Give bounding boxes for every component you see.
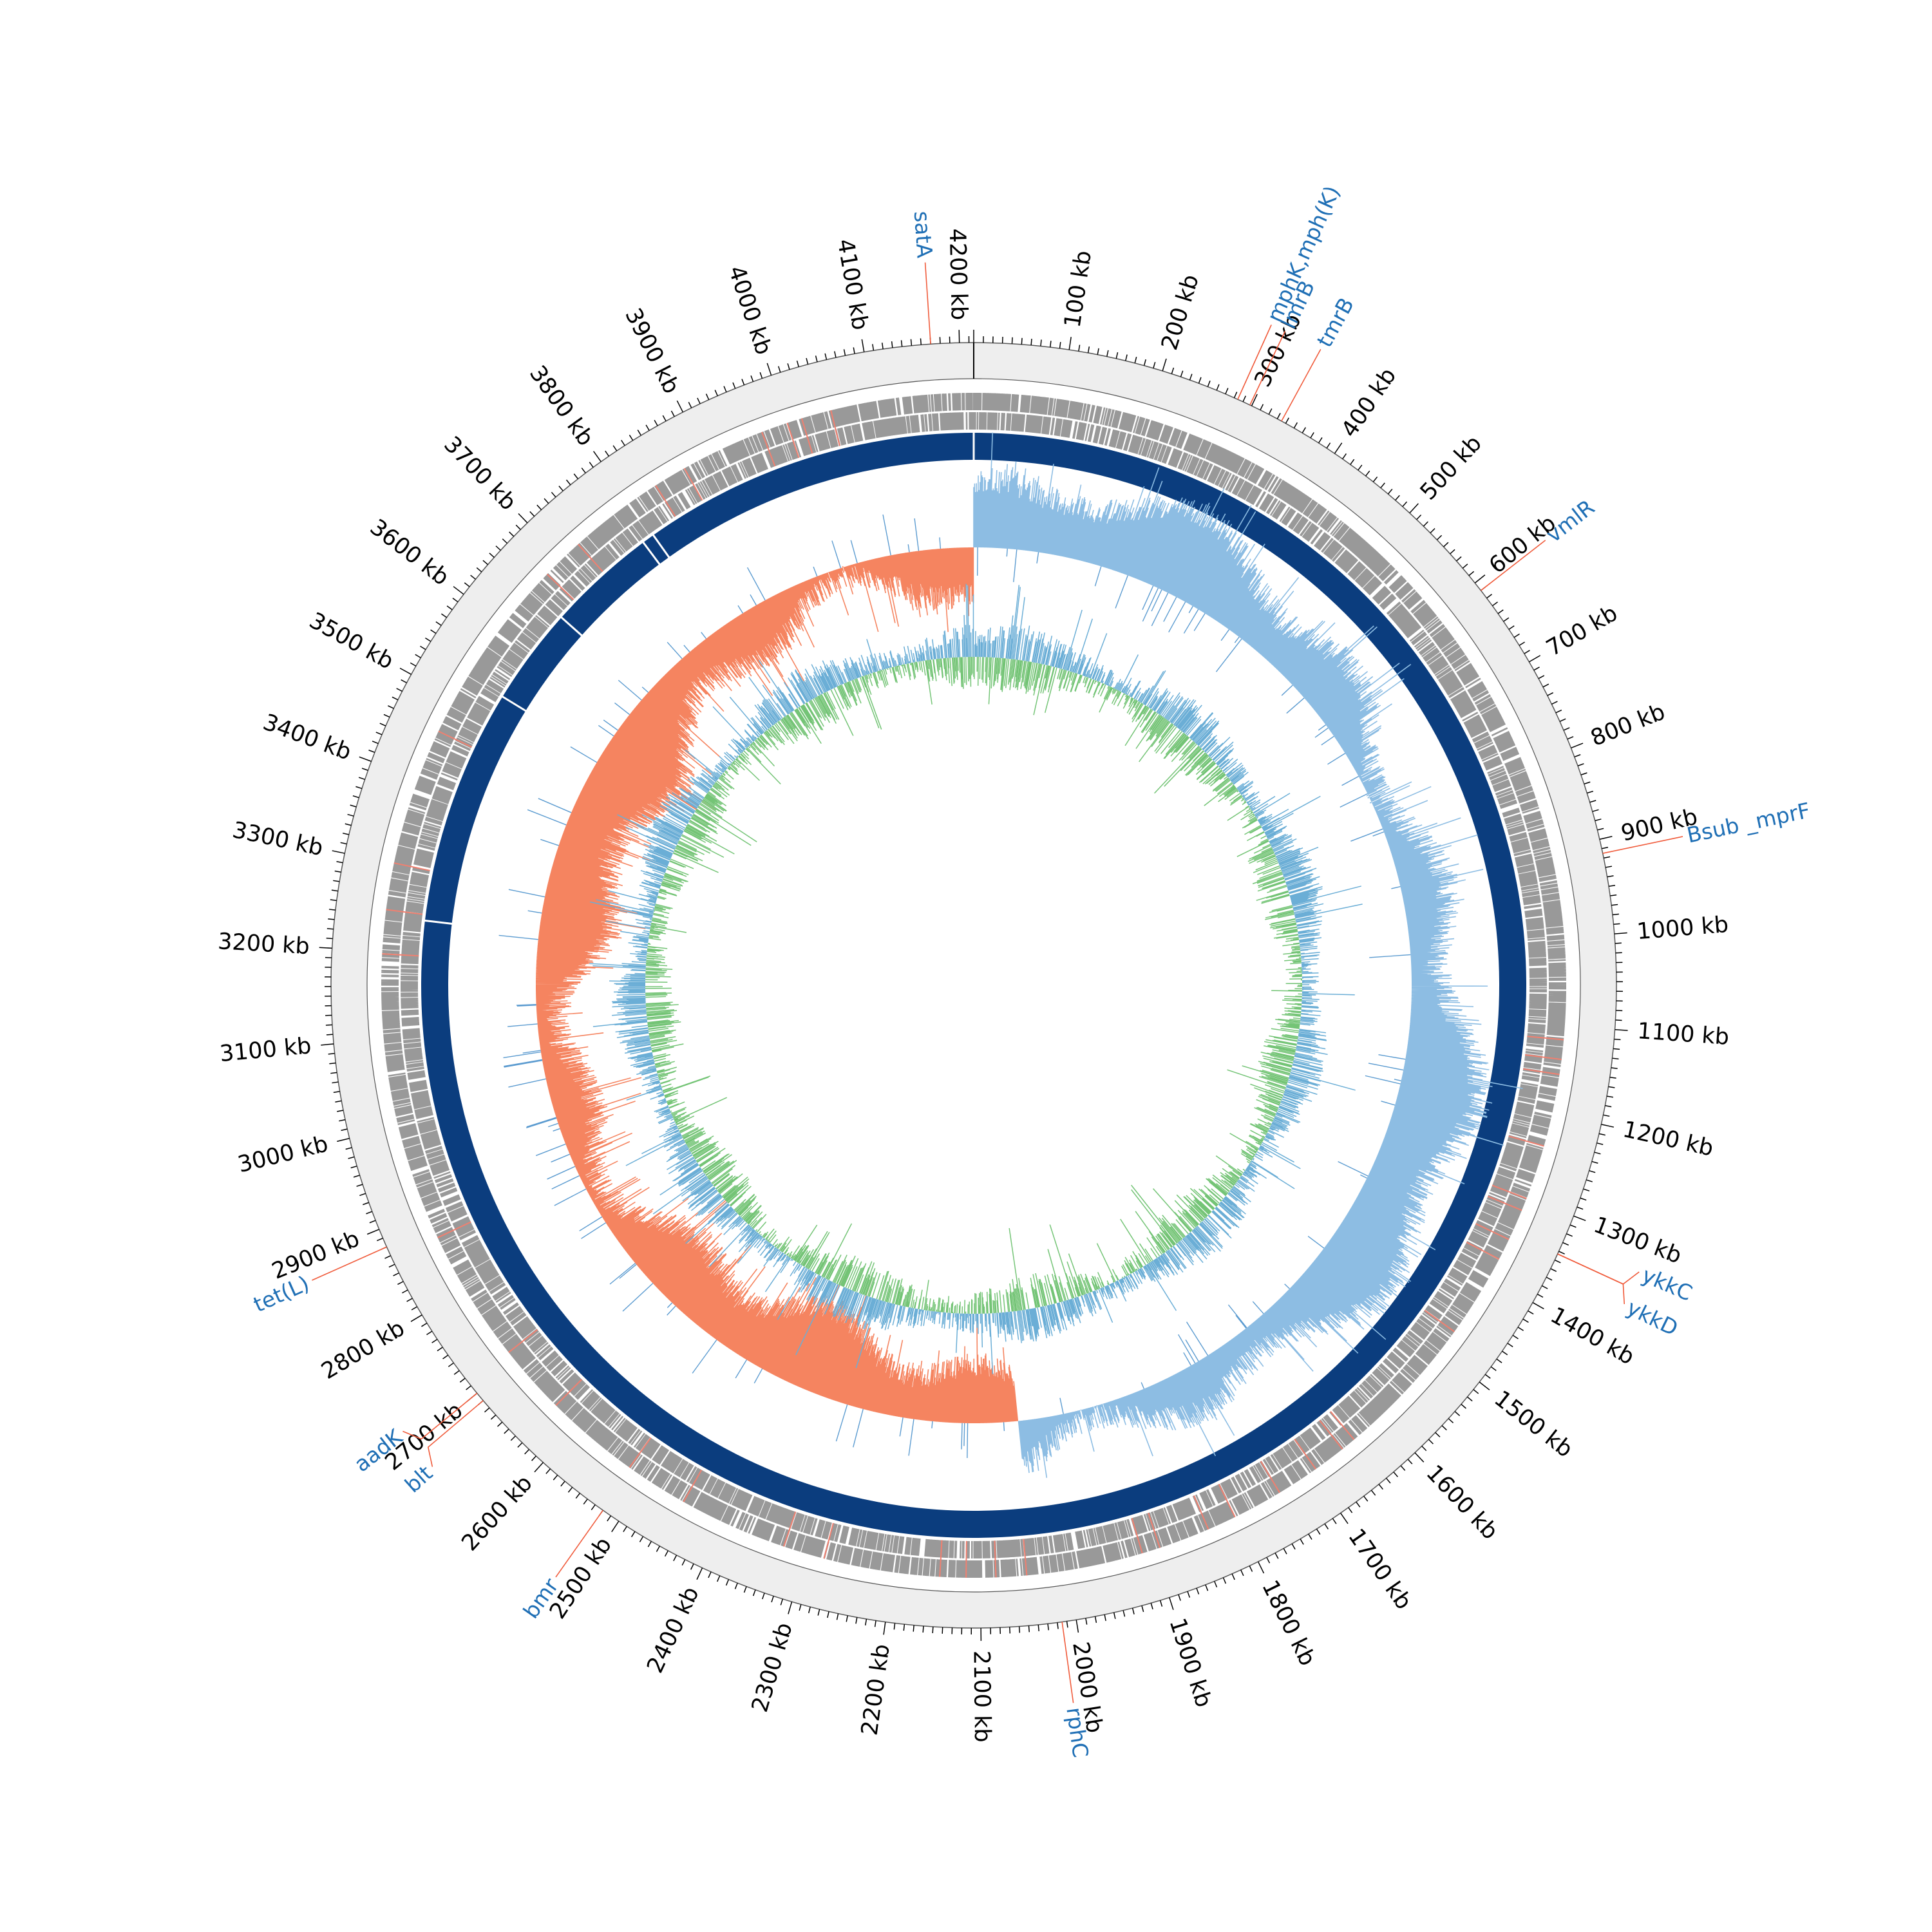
gene-label: Bsub _mprF [1685, 798, 1812, 848]
tick-label-1500: 1500 kb [1489, 1386, 1577, 1463]
gene-connector [924, 262, 931, 345]
tick-label-4200: 4200 kb [944, 228, 972, 321]
tick-label-3800: 3800 kb [524, 361, 598, 451]
gene-connector [1557, 1253, 1640, 1285]
feature-strand-outer [381, 392, 1567, 1578]
tick-label-1600: 1600 kb [1421, 1461, 1502, 1545]
tick-label-4100: 4100 kb [832, 237, 873, 332]
tick-label-1900: 1900 kb [1164, 1615, 1217, 1710]
gene-label: ykkD [1623, 1295, 1682, 1341]
tick-label-3900: 3900 kb [620, 305, 684, 398]
gene-connector [1481, 540, 1546, 591]
gene-connector [1237, 324, 1272, 400]
tick-label-3200: 3200 kb [217, 929, 310, 960]
tick-label-100: 100 kb [1060, 249, 1097, 329]
gene-label: tmrB [1312, 294, 1359, 352]
tick-label-2800: 2800 kb [317, 1316, 409, 1385]
tick-label-1100: 1100 kb [1636, 1018, 1730, 1050]
tick-label-1200: 1200 kb [1620, 1117, 1716, 1162]
gene-connector [555, 1510, 603, 1578]
tick-label-3100: 3100 kb [218, 1033, 312, 1067]
gene-connector [1557, 1253, 1625, 1305]
tick-label-3000: 3000 kb [235, 1131, 330, 1178]
tick-label-2200: 2200 kb [857, 1642, 895, 1737]
tick-label-3300: 3300 kb [230, 817, 325, 861]
feature-track [381, 392, 1567, 1578]
gene-connector [1602, 836, 1683, 854]
tick-label-2100: 2100 kb [969, 1651, 996, 1743]
tick-label-800: 800 kb [1587, 699, 1669, 752]
gc-content-below [645, 656, 1303, 1314]
backbone-gaps [423, 431, 975, 925]
tick-label-1300: 1300 kb [1590, 1212, 1685, 1269]
tick-label-400: 400 kb [1337, 363, 1402, 442]
gene-label: vmlR [1541, 495, 1599, 547]
tick-label-3500: 3500 kb [305, 608, 397, 675]
tick-label-3700: 3700 kb [439, 431, 521, 515]
tick-label-3400: 3400 kb [260, 710, 355, 766]
tick-label-2600: 2600 kb [457, 1471, 537, 1557]
tick-track [319, 330, 1628, 1641]
gene-connector [1281, 348, 1321, 422]
tick-label-2500: 2500 kb [545, 1533, 617, 1624]
gc-content-track [589, 583, 1363, 1374]
feature-strand-inner [400, 412, 1548, 1559]
tick-label-4000: 4000 kb [723, 263, 777, 358]
backbone-track [421, 431, 1526, 1538]
tick-label-200: 200 kb [1157, 272, 1204, 354]
tick-label-2400: 2400 kb [642, 1583, 705, 1677]
gc-skew-negative [535, 547, 1019, 1424]
gc-skew-positive [973, 432, 1523, 1478]
gene-connector [1061, 1622, 1074, 1703]
tick-label-500: 500 kb [1416, 431, 1487, 506]
gc-skew-spikes [498, 514, 1411, 1458]
gene-connector [1249, 330, 1286, 406]
tick-label-2300: 2300 kb [747, 1620, 798, 1715]
tick-marks [319, 330, 1628, 1641]
tick-label-1800: 1800 kb [1256, 1577, 1320, 1671]
tick-label-1000: 1000 kb [1636, 912, 1729, 945]
gc-skew-track [498, 432, 1523, 1478]
gc-content-above [589, 583, 1363, 1374]
tick-label-1700: 1700 kb [1343, 1524, 1416, 1615]
gene-connector [402, 1392, 478, 1440]
tick-label-2900: 2900 kb [269, 1226, 363, 1285]
tick-label-3600: 3600 kb [365, 515, 454, 591]
gene-label: ykkC [1638, 1262, 1696, 1306]
gene-connector [312, 1246, 387, 1281]
feature-highlights [382, 410, 1564, 1578]
gene-connector [427, 1400, 484, 1467]
tick-label-700: 700 kb [1542, 600, 1622, 661]
gene-label: satA [909, 210, 938, 259]
